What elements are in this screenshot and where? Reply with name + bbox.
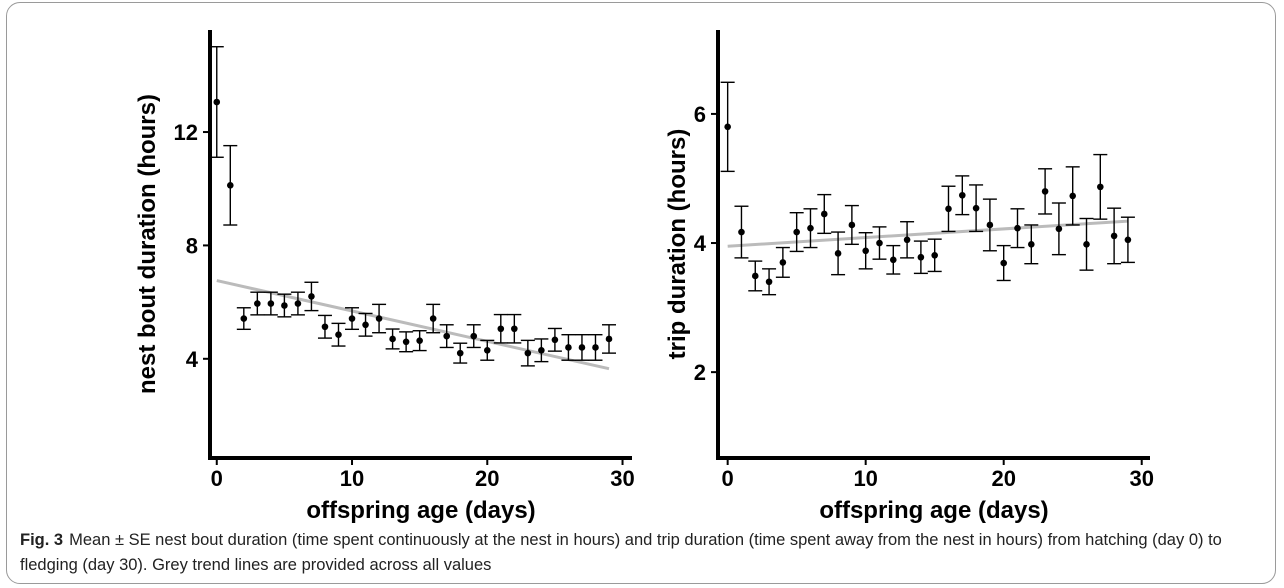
x-tick-label: 30 bbox=[1129, 466, 1153, 491]
x-tick-label: 30 bbox=[610, 466, 634, 491]
point bbox=[972, 204, 980, 212]
point bbox=[524, 349, 532, 357]
caption-text: Mean ± SE nest bout duration (time spent… bbox=[20, 531, 1222, 574]
point bbox=[226, 182, 234, 189]
point bbox=[565, 344, 572, 351]
point bbox=[903, 236, 911, 244]
point bbox=[578, 344, 586, 351]
point bbox=[267, 300, 275, 307]
y-tick-label: 2 bbox=[694, 360, 706, 385]
point bbox=[1124, 236, 1132, 244]
point bbox=[876, 239, 883, 247]
point bbox=[348, 315, 356, 322]
point bbox=[335, 331, 342, 339]
point bbox=[724, 123, 731, 131]
point bbox=[848, 221, 856, 229]
point bbox=[1028, 241, 1035, 248]
point bbox=[362, 321, 369, 329]
x-axis-title: offspring age (days) bbox=[306, 497, 535, 524]
x-tick-label: 20 bbox=[991, 466, 1015, 491]
point bbox=[1083, 241, 1090, 248]
point bbox=[793, 228, 800, 236]
point bbox=[213, 98, 221, 106]
x-axis-title: offspring age (days) bbox=[819, 497, 1048, 524]
point bbox=[470, 332, 478, 340]
point bbox=[321, 323, 329, 331]
point bbox=[1069, 192, 1077, 200]
point bbox=[281, 302, 288, 309]
point bbox=[889, 256, 897, 264]
point bbox=[456, 349, 464, 357]
point bbox=[375, 315, 383, 322]
point bbox=[1014, 224, 1021, 232]
y-tick-label: 6 bbox=[694, 102, 706, 127]
point bbox=[1097, 183, 1104, 191]
point bbox=[429, 315, 437, 322]
x-tick-label: 0 bbox=[722, 466, 734, 491]
point bbox=[820, 210, 828, 218]
point bbox=[538, 346, 545, 354]
point bbox=[389, 335, 396, 343]
point bbox=[917, 253, 925, 261]
trend-line bbox=[216, 279, 610, 371]
point bbox=[308, 293, 315, 300]
x-tick-label: 0 bbox=[211, 466, 223, 491]
caption: Fig. 3 Mean ± SE nest bout duration (time… bbox=[20, 528, 1265, 578]
y-tick-label: 4 bbox=[186, 347, 199, 372]
point bbox=[834, 250, 842, 257]
figure-frame bbox=[6, 2, 1276, 584]
point bbox=[779, 259, 787, 266]
point bbox=[443, 332, 450, 340]
point bbox=[497, 325, 505, 333]
point bbox=[254, 300, 261, 307]
point bbox=[986, 221, 994, 229]
y-axis-title: nest bout duration (hours) bbox=[134, 94, 161, 394]
y-tick-label: 4 bbox=[694, 231, 707, 256]
point bbox=[862, 247, 869, 255]
point bbox=[416, 337, 423, 344]
point bbox=[1110, 232, 1118, 240]
x-tick-label: 10 bbox=[340, 466, 364, 491]
point bbox=[807, 224, 814, 232]
point bbox=[958, 191, 966, 199]
trend-line bbox=[727, 219, 1129, 248]
y-tick-label: 8 bbox=[186, 233, 198, 258]
point bbox=[294, 300, 302, 307]
point bbox=[605, 335, 613, 343]
point bbox=[1055, 225, 1063, 233]
point bbox=[551, 336, 559, 344]
point bbox=[945, 205, 952, 213]
point bbox=[931, 251, 938, 259]
point bbox=[402, 338, 410, 346]
point bbox=[751, 272, 759, 280]
point bbox=[240, 315, 248, 322]
y-tick-label: 12 bbox=[174, 120, 198, 145]
x-tick-label: 20 bbox=[475, 466, 499, 491]
point bbox=[765, 278, 773, 286]
x-tick-label: 10 bbox=[853, 466, 877, 491]
point bbox=[1000, 259, 1007, 267]
y-axis-title: trip duration (hours) bbox=[664, 129, 691, 360]
point bbox=[511, 325, 518, 333]
point bbox=[738, 228, 745, 236]
point bbox=[592, 344, 599, 351]
caption-label: Fig. 3 bbox=[20, 531, 64, 549]
point bbox=[1041, 188, 1049, 195]
point bbox=[483, 346, 491, 354]
